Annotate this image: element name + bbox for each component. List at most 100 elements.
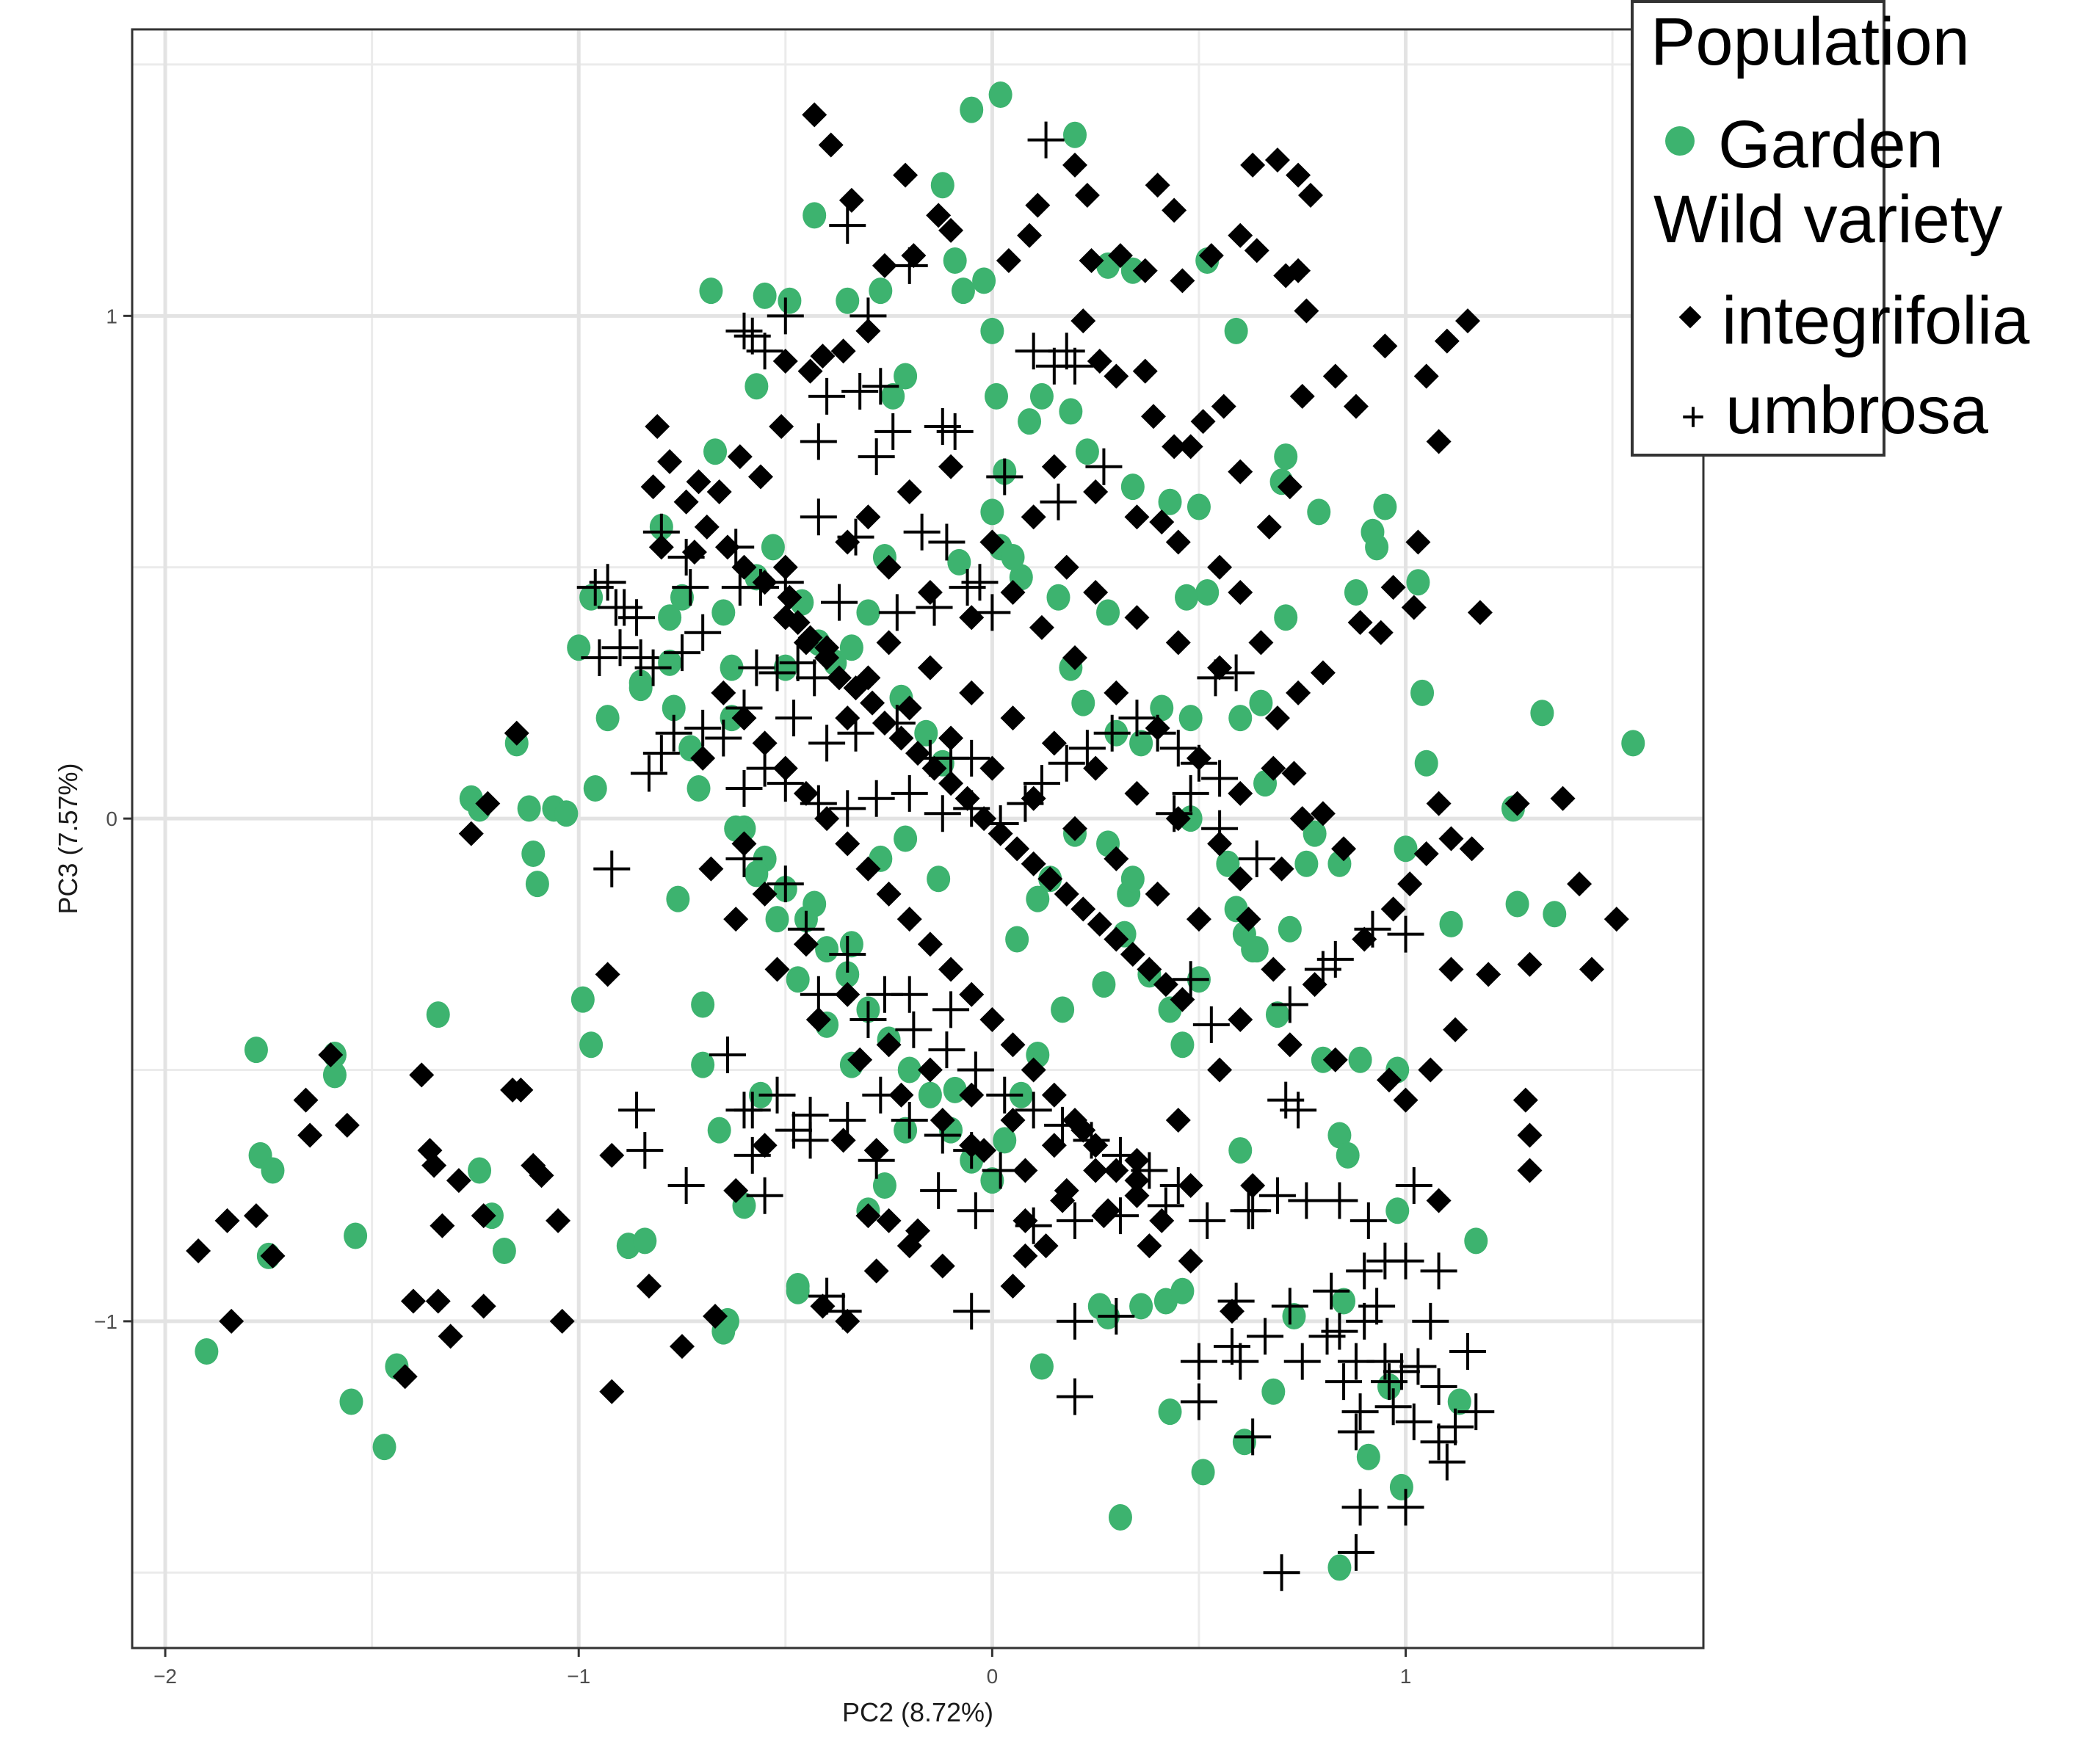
point-Garden <box>1336 1141 1360 1169</box>
point-Garden <box>322 1061 347 1089</box>
point-integrifolia <box>938 454 964 479</box>
point-integrifolia <box>1352 926 1377 952</box>
point-umbrosa <box>800 785 837 822</box>
point-umbrosa <box>1346 1252 1383 1290</box>
point-integrifolia <box>938 771 964 796</box>
point-integrifolia <box>1165 1107 1191 1133</box>
point-umbrosa <box>684 614 722 651</box>
point-umbrosa <box>618 599 656 636</box>
point-umbrosa <box>858 780 895 817</box>
point-integrifolia <box>471 1293 496 1319</box>
point-umbrosa <box>1098 1298 1135 1335</box>
point-umbrosa <box>1057 1302 1093 1340</box>
point-integrifolia <box>1397 871 1423 897</box>
legend-title-population: Population <box>1651 4 1970 79</box>
point-integrifolia <box>706 479 732 504</box>
point-integrifolia <box>772 348 798 374</box>
point-umbrosa <box>974 594 1011 631</box>
point-Garden <box>658 649 682 676</box>
point-umbrosa <box>787 910 825 948</box>
point-umbrosa <box>1040 483 1077 520</box>
point-integrifolia <box>1228 579 1253 605</box>
point-integrifolia <box>917 1057 943 1083</box>
point-Garden <box>344 1222 368 1249</box>
point-umbrosa <box>928 523 966 561</box>
point-umbrosa <box>1321 1313 1358 1350</box>
point-umbrosa <box>982 805 1019 842</box>
point-integrifolia <box>1000 1273 1026 1299</box>
plot-panel-border <box>131 28 1705 1649</box>
point-umbrosa <box>1007 785 1044 822</box>
point-Garden <box>703 438 728 465</box>
point-Garden <box>1543 901 1567 928</box>
point-umbrosa <box>733 1136 771 1174</box>
point-Garden <box>1356 1443 1380 1470</box>
point-integrifolia <box>1459 836 1485 862</box>
point-integrifolia <box>996 248 1021 273</box>
point-umbrosa <box>1346 1302 1383 1340</box>
point-umbrosa <box>808 1277 846 1315</box>
point-umbrosa <box>725 840 763 877</box>
point-Garden <box>1228 705 1253 732</box>
point-integrifolia <box>1248 630 1274 656</box>
point-integrifolia <box>438 1324 463 1349</box>
point-integrifolia <box>793 630 819 656</box>
point-integrifolia <box>1198 243 1224 269</box>
point-integrifolia <box>504 720 529 746</box>
point-integrifolia <box>1107 243 1133 269</box>
point-integrifolia <box>1286 258 1311 283</box>
point-umbrosa <box>895 1011 932 1048</box>
point-umbrosa <box>1093 714 1131 752</box>
point-Garden <box>1505 890 1529 918</box>
point-integrifolia <box>1104 926 1129 952</box>
point-Garden <box>980 1167 1004 1194</box>
point-Garden <box>765 906 789 933</box>
point-integrifolia <box>1302 972 1327 998</box>
point-umbrosa <box>746 749 783 787</box>
point-integrifolia <box>1322 1047 1348 1072</box>
point-umbrosa <box>1271 986 1308 1023</box>
point-integrifolia <box>673 489 699 515</box>
point-Garden <box>1158 1398 1182 1426</box>
point-Garden <box>745 860 769 888</box>
point-Garden <box>1282 1303 1306 1330</box>
point-Garden <box>699 277 723 305</box>
point-umbrosa <box>821 584 858 621</box>
point-umbrosa <box>1172 961 1209 998</box>
point-Garden <box>914 719 938 747</box>
point-Garden <box>1075 438 1099 465</box>
point-integrifolia <box>1165 630 1191 656</box>
point-umbrosa <box>576 569 614 606</box>
point-integrifolia <box>1124 1168 1150 1194</box>
point-umbrosa <box>1316 940 1354 978</box>
point-Garden <box>869 277 893 305</box>
point-umbrosa <box>618 1092 656 1129</box>
point-integrifolia <box>1033 1233 1059 1259</box>
point-integrifolia <box>1145 173 1170 198</box>
point-integrifolia <box>1186 907 1211 932</box>
point-integrifolia <box>1455 308 1480 334</box>
point-integrifolia <box>1165 529 1191 555</box>
point-umbrosa <box>924 795 961 832</box>
point-integrifolia <box>959 1082 985 1108</box>
point-integrifolia <box>1289 383 1315 409</box>
point-umbrosa <box>593 850 631 888</box>
point-umbrosa <box>1201 760 1239 797</box>
point-integrifolia <box>855 1203 881 1229</box>
point-integrifolia <box>917 655 943 680</box>
point-Garden <box>1274 443 1298 471</box>
point-integrifolia <box>930 1253 955 1279</box>
point-Garden <box>803 202 827 229</box>
point-umbrosa <box>581 639 618 676</box>
point-umbrosa <box>903 513 941 551</box>
point-integrifolia <box>471 1203 496 1229</box>
point-Garden <box>261 1157 285 1184</box>
point-Garden <box>1348 1046 1372 1073</box>
point-integrifolia <box>896 907 922 932</box>
point-integrifolia <box>802 102 827 128</box>
point-umbrosa <box>1222 1343 1259 1380</box>
point-umbrosa <box>891 1101 928 1139</box>
point-integrifolia <box>1170 987 1195 1012</box>
point-Garden <box>1216 850 1240 877</box>
point-integrifolia <box>855 504 881 530</box>
